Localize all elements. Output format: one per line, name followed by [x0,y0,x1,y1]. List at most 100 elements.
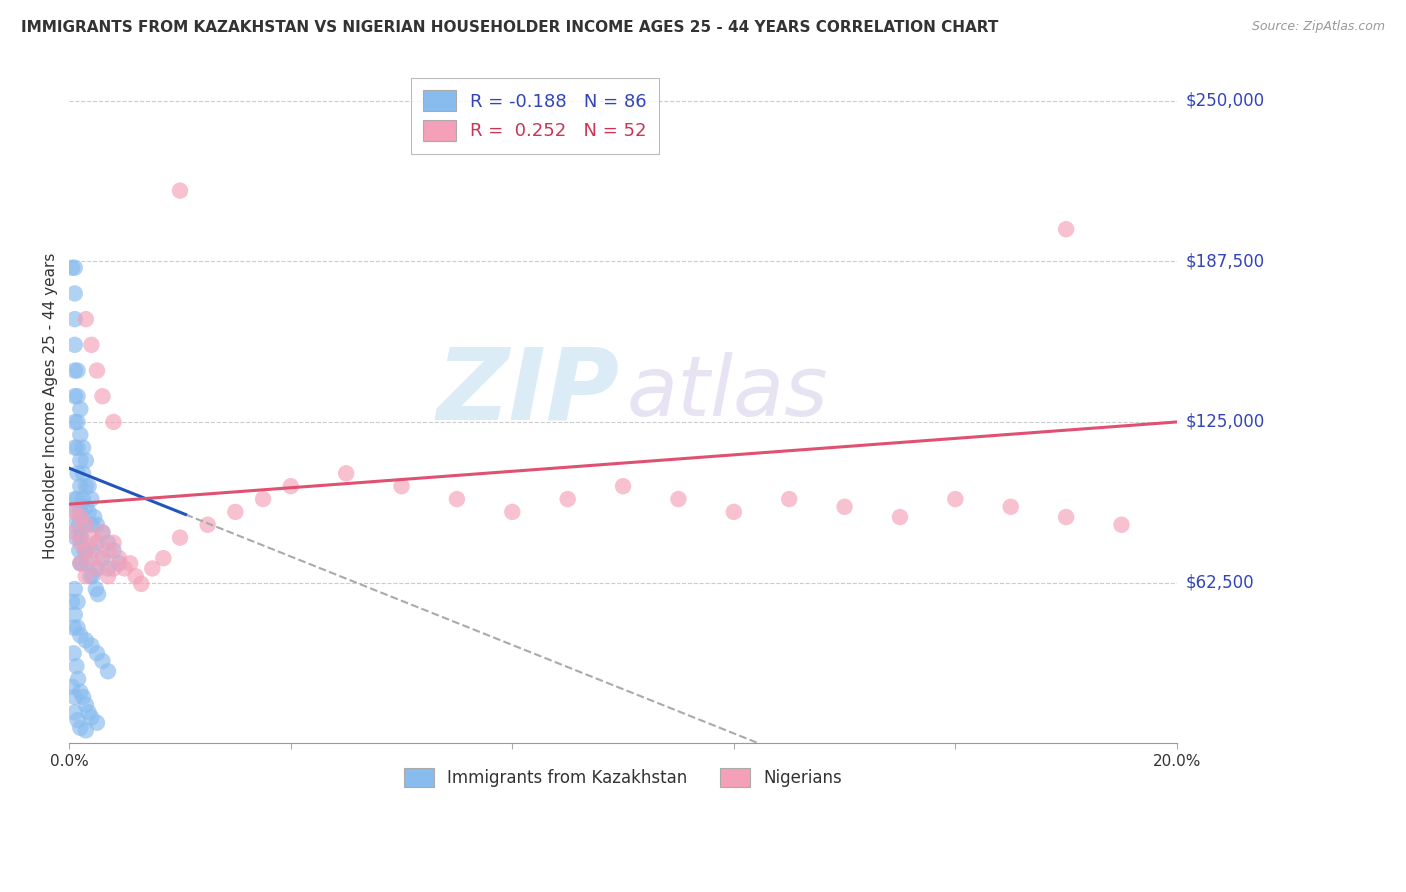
Point [108,551,131,566]
Point [97,535,120,549]
Point [141,561,163,575]
Point [75,500,97,514]
Point [63,706,86,720]
Point [97,569,120,583]
Point [69,685,91,699]
Point [69,402,91,417]
Point [120,557,142,571]
Point [87,587,110,601]
Point [69,628,91,642]
Point [77,479,100,493]
Point [86,517,108,532]
Point [1111,517,1133,532]
Point [72,441,94,455]
Point [63,607,86,622]
Point [67,517,90,532]
Point [778,491,800,506]
Point [60,260,83,275]
Point [169,184,191,198]
Text: Source: ZipAtlas.com: Source: ZipAtlas.com [1251,20,1385,33]
Point [67,543,90,558]
Point [82,569,104,583]
Point [80,710,103,724]
Point [66,363,89,377]
Point [97,665,120,679]
Point [612,479,634,493]
Point [108,557,131,571]
Point [501,505,523,519]
Point [69,535,91,549]
Point [72,690,94,704]
Point [80,491,103,506]
Point [834,500,856,514]
Point [86,715,108,730]
Point [69,505,91,519]
Point [125,569,148,583]
Point [80,543,103,558]
Point [103,415,125,429]
Point [63,441,86,455]
Point [63,286,86,301]
Point [86,535,108,549]
Point [72,491,94,506]
Point [129,577,152,591]
Point [63,517,86,532]
Y-axis label: Householder Income Ages 25 - 44 years: Householder Income Ages 25 - 44 years [44,252,58,559]
Point [79,569,101,583]
Point [889,510,911,524]
Point [77,505,100,519]
Point [103,561,125,575]
Point [70,531,93,545]
Point [97,561,120,575]
Point [63,260,86,275]
Text: $250,000: $250,000 [1185,92,1264,110]
Point [63,582,86,596]
Point [66,621,89,635]
Text: $187,500: $187,500 [1185,252,1264,270]
Point [60,680,83,694]
Point [80,338,103,352]
Point [75,517,97,532]
Point [65,505,87,519]
Text: ZIP: ZIP [437,344,620,441]
Point [91,525,114,540]
Point [75,723,97,738]
Point [91,551,114,566]
Point [1054,222,1077,236]
Point [668,491,690,506]
Point [91,389,114,403]
Point [63,363,86,377]
Point [75,479,97,493]
Point [97,543,120,558]
Point [224,505,246,519]
Point [75,698,97,712]
Point [67,672,90,686]
Point [73,543,96,558]
Point [723,505,745,519]
Point [72,467,94,481]
Point [76,557,98,571]
Point [83,510,105,524]
Point [69,721,91,735]
Point [69,531,91,545]
Legend: Immigrants from Kazakhstan, Nigerians: Immigrants from Kazakhstan, Nigerians [395,760,851,796]
Point [66,713,89,727]
Text: $62,500: $62,500 [1185,574,1254,591]
Point [280,479,302,493]
Point [75,312,97,326]
Point [66,415,89,429]
Point [391,479,413,493]
Point [75,517,97,532]
Point [80,551,103,566]
Point [86,561,108,575]
Point [335,467,357,481]
Point [103,543,125,558]
Point [66,467,89,481]
Point [62,646,84,660]
Point [66,595,89,609]
Text: IMMIGRANTS FROM KAZAKHSTAN VS NIGERIAN HOUSEHOLDER INCOME AGES 25 - 44 YEARS COR: IMMIGRANTS FROM KAZAKHSTAN VS NIGERIAN H… [21,20,998,35]
Text: $125,000: $125,000 [1185,413,1264,431]
Point [69,557,91,571]
Point [446,491,468,506]
Point [69,510,91,524]
